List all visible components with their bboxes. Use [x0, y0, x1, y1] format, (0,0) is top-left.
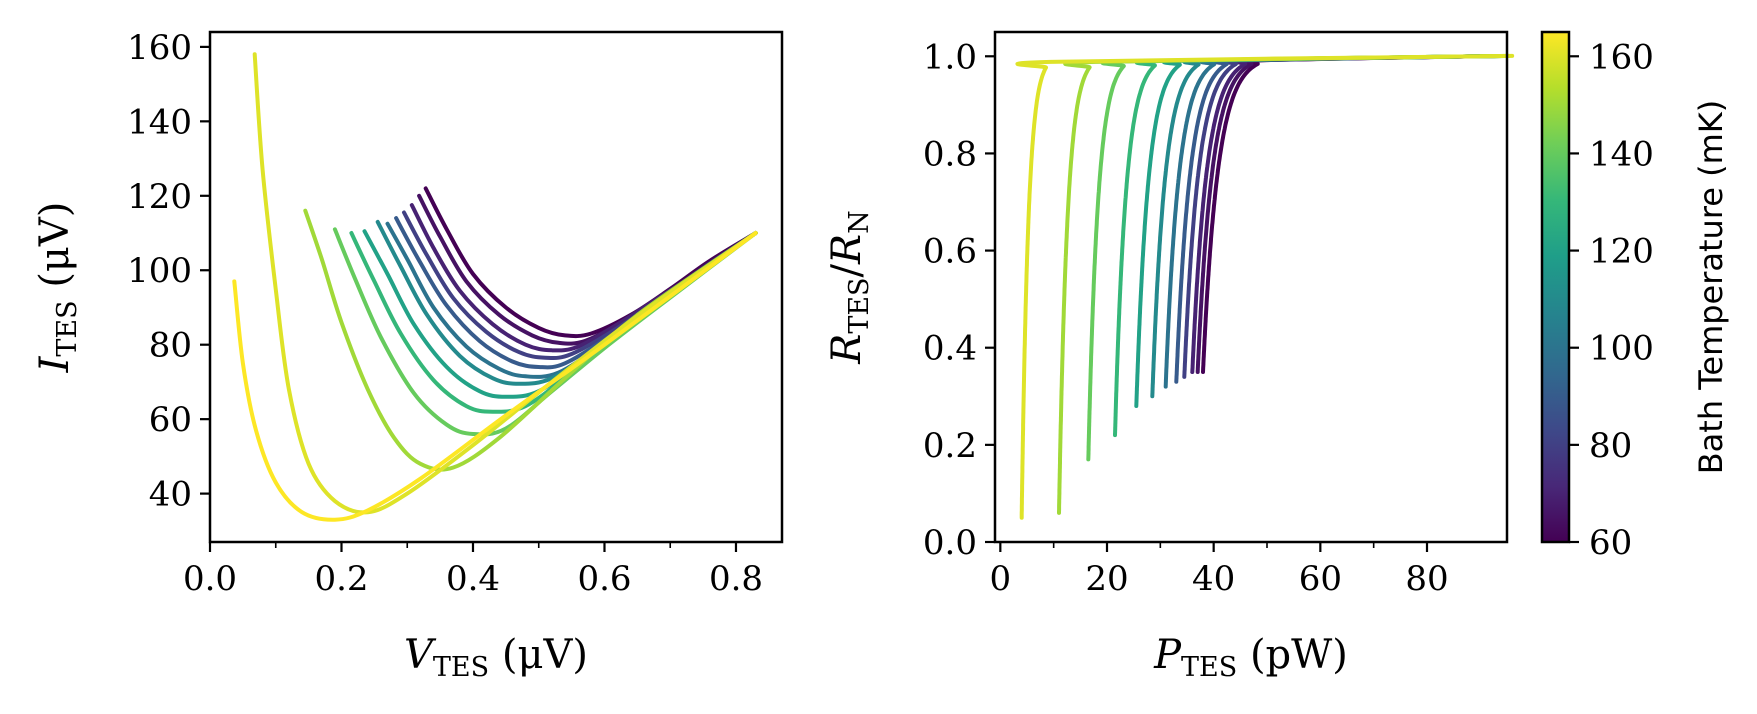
- right-series-line: [1201, 53, 1499, 374]
- right-axes-frame: [993, 30, 1509, 544]
- right-series-line: [1086, 53, 1509, 462]
- right-x-tick-label: 80: [1405, 559, 1448, 599]
- left-series-group: [232, 52, 758, 522]
- left-x-tick-label: 0.0: [183, 559, 237, 599]
- right-series-line: [1057, 53, 1511, 515]
- colorbar-ticks: 60 80 100 120 140 160: [1569, 37, 1654, 563]
- left-series-line: [252, 52, 758, 515]
- right-series-line: [1190, 53, 1500, 374]
- left-x-ticks: 0.0 0.2 0.4 0.6 0.8: [183, 542, 763, 599]
- left-x-tick-label: 0.2: [314, 559, 368, 599]
- right-series-line: [1174, 53, 1501, 384]
- left-axes-frame: [208, 30, 784, 544]
- right-x-axis-label: PTES (pW): [1153, 632, 1348, 683]
- left-y-tick-label: 120: [127, 177, 192, 217]
- right-series-line: [1134, 53, 1504, 408]
- right-series-line: [1113, 53, 1506, 438]
- left-y-tick-label: 160: [127, 28, 192, 68]
- left-x-tick-label: 0.4: [446, 559, 500, 599]
- left-y-tick-label: 80: [149, 326, 192, 366]
- left-y-tick-label: 100: [127, 251, 192, 291]
- right-series-line: [1015, 53, 1515, 520]
- left-series-line: [423, 186, 758, 339]
- left-x-axis-label: VTES (μV): [404, 632, 588, 683]
- left-series-line: [232, 231, 758, 522]
- colorbar-tick-label: 120: [1589, 232, 1654, 272]
- right-x-tick-label: 20: [1085, 559, 1128, 599]
- colorbar-tick-label: 100: [1589, 329, 1654, 369]
- colorbar-tick-label: 140: [1589, 134, 1654, 174]
- right-y-tick-label: 0.4: [923, 329, 977, 369]
- colorbar-tick-label: 160: [1589, 37, 1654, 77]
- right-y-tick-label: 0.6: [923, 232, 977, 272]
- colorbar-gradient: [1540, 30, 1571, 544]
- right-x-tick-label: 60: [1299, 559, 1342, 599]
- colorbar: 60 80 100 120 140 160 Bath Temperature (mK): [1540, 30, 1730, 563]
- right-y-axis-label: RTES/RN: [824, 210, 875, 365]
- right-x-tick-label: 0: [990, 559, 1012, 599]
- left-y-tick-label: 60: [149, 400, 192, 440]
- colorbar-tick-label: 80: [1589, 426, 1632, 466]
- right-series-line: [1163, 53, 1502, 389]
- right-y-tick-label: 1.0: [923, 37, 977, 77]
- left-y-tick-label: 140: [127, 102, 192, 142]
- left-x-tick-label: 0.8: [709, 559, 763, 599]
- left-panel: 0.0 0.2 0.4 0.6 0.8 40 60 80 100 120 140 160 VTES …: [32, 28, 784, 683]
- right-y-ticks: 0.0 0.2 0.4 0.6 0.8 1.0: [923, 37, 995, 563]
- right-series-line: [1195, 53, 1499, 374]
- right-y-tick-label: 0.2: [923, 426, 977, 466]
- left-y-ticks: 40 60 80 100 120 140 160: [127, 28, 210, 515]
- right-series-line: [1150, 53, 1503, 399]
- right-panel: 0 20 40 60 80 0.0 0.2 0.4 0.6 0.8 1.0 PTES (pW) R…: [824, 30, 1515, 683]
- right-x-ticks: 0 20 40 60 80: [990, 542, 1449, 599]
- left-y-tick-label: 40: [149, 475, 192, 515]
- colorbar-tick-label: 60: [1589, 523, 1632, 563]
- left-y-axis-label: ITES (μV): [32, 202, 83, 374]
- right-series-group: [1015, 53, 1515, 520]
- colorbar-label: Bath Temperature (mK): [1692, 100, 1730, 475]
- left-x-tick-label: 0.6: [577, 559, 631, 599]
- right-y-tick-label: 0.0: [923, 523, 977, 563]
- right-series-line: [1182, 53, 1500, 379]
- right-x-tick-label: 40: [1192, 559, 1235, 599]
- right-y-tick-label: 0.8: [923, 134, 977, 174]
